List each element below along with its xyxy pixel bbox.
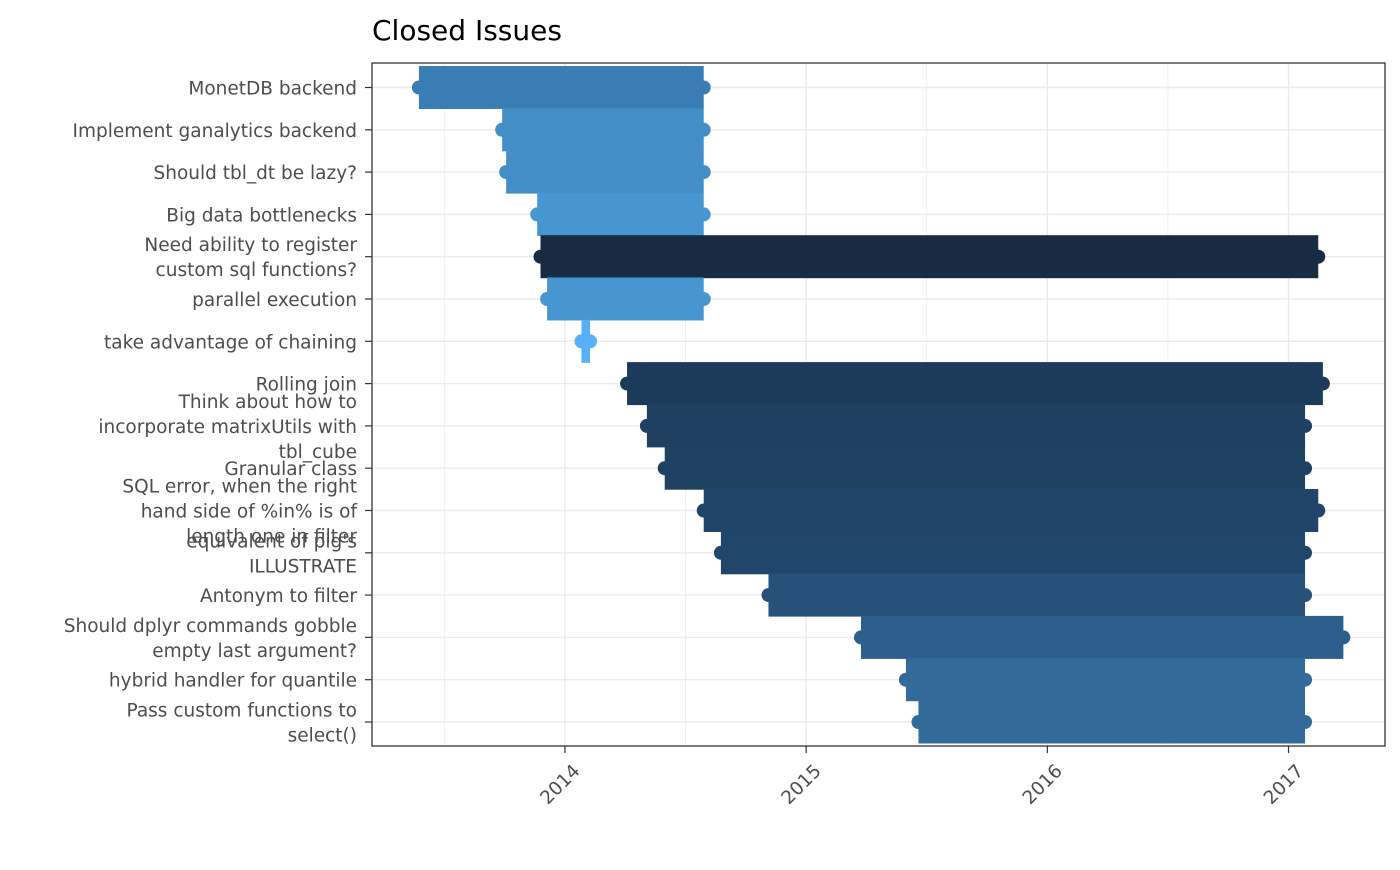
issue-bar <box>646 404 1306 448</box>
issue-close-point <box>1311 249 1326 264</box>
issue-close-point <box>1298 545 1313 560</box>
issue-bar <box>860 615 1344 659</box>
issue-open-point <box>499 165 514 180</box>
issue-open-point <box>657 461 672 476</box>
x-tick-label: 2017 <box>1260 761 1308 809</box>
issue-open-point <box>911 715 926 729</box>
issue-open-point <box>495 122 510 137</box>
issue-open-point <box>713 545 728 560</box>
issue-close-point <box>1298 588 1313 603</box>
issue-close-point <box>1315 376 1330 391</box>
issue-close-point <box>696 292 711 306</box>
issue-open-point <box>533 249 548 264</box>
issue-open-point <box>898 672 913 687</box>
issue-close-point <box>696 165 711 180</box>
y-tick-label: MonetDB backend <box>188 79 357 100</box>
issue-bar <box>506 150 704 194</box>
issue-open-point <box>540 292 555 306</box>
y-tick-label: Antonym to filter <box>200 586 357 607</box>
y-tick-label: custom sql functions? <box>156 260 357 281</box>
y-tick-label: equivalent of pig's <box>186 531 357 552</box>
issue-bar <box>768 573 1306 617</box>
y-tick-label: select() <box>288 726 357 747</box>
issue-open-point <box>761 588 776 603</box>
y-tick-label: Rolling join <box>256 375 357 396</box>
issue-open-point <box>620 376 635 391</box>
issue-close-point <box>1298 461 1313 476</box>
y-tick-label: Implement ganalytics backend <box>73 121 357 142</box>
x-tick-label: 2014 <box>536 761 584 809</box>
y-tick-label: length one in filter <box>186 527 357 548</box>
issue-open-point <box>639 418 654 433</box>
issue-close-point <box>696 207 711 222</box>
issue-close-point <box>1298 672 1313 687</box>
issue-bar <box>664 446 1306 490</box>
issue-close-point <box>1298 715 1313 729</box>
issue-close-point <box>696 122 711 137</box>
issue-bar <box>502 108 704 152</box>
y-tick-label: SQL error, when the right <box>122 477 357 498</box>
issue-bar <box>905 658 1306 702</box>
issue-close-point <box>1298 418 1313 433</box>
y-tick-label: hybrid handler for quantile <box>109 671 357 692</box>
y-tick-label: tbl_cube <box>279 442 357 463</box>
chart-title: Closed Issues <box>372 14 562 47</box>
y-tick-label: take advantage of chaining <box>104 332 357 353</box>
y-tick-label: hand side of %in% is of <box>141 502 358 523</box>
issue-close-point <box>1311 503 1326 518</box>
issue-bar <box>418 66 704 109</box>
issue-bar <box>537 192 704 236</box>
issue-bar <box>918 700 1306 744</box>
x-axis: 2014 2015 2016 2017 <box>536 746 1308 809</box>
issue-bar <box>703 489 1319 532</box>
y-tick-label: Big data bottlenecks <box>166 205 357 226</box>
issue-close-point <box>583 334 598 349</box>
plot-panel-border <box>371 62 1386 747</box>
y-tick-label: parallel execution <box>192 290 357 311</box>
issue-open-point <box>853 630 868 645</box>
y-tick-label: Pass custom functions to <box>127 701 358 722</box>
y-tick-label: Should tbl_dt be lazy? <box>154 163 358 184</box>
issue-close-point <box>696 80 711 95</box>
x-tick-label: 2015 <box>778 761 826 809</box>
y-tick-label: Think about how to <box>178 392 357 413</box>
y-tick-label: Should dplyr commands gobble <box>64 616 357 637</box>
y-tick-label: Need ability to register <box>144 235 357 256</box>
y-tick-label: ILLUSTRATE <box>249 556 357 577</box>
issue-bar <box>720 531 1306 575</box>
issue-open-point <box>411 80 426 95</box>
issue-bar <box>540 235 1319 279</box>
issue-open-point <box>530 207 545 222</box>
y-axis: MonetDB backend Implement ganalytics back… <box>64 79 372 747</box>
y-tick-label: incorporate matrixUtils with <box>98 417 357 438</box>
x-tick-label: 2016 <box>1019 761 1067 809</box>
y-tick-label: empty last argument? <box>152 641 357 662</box>
issue-open-point <box>696 503 711 518</box>
bars <box>411 66 1351 744</box>
y-tick-label: Granular class <box>224 459 357 480</box>
issue-bar <box>627 362 1323 406</box>
issue-close-point <box>1336 630 1351 645</box>
issue-bar <box>547 277 704 321</box>
